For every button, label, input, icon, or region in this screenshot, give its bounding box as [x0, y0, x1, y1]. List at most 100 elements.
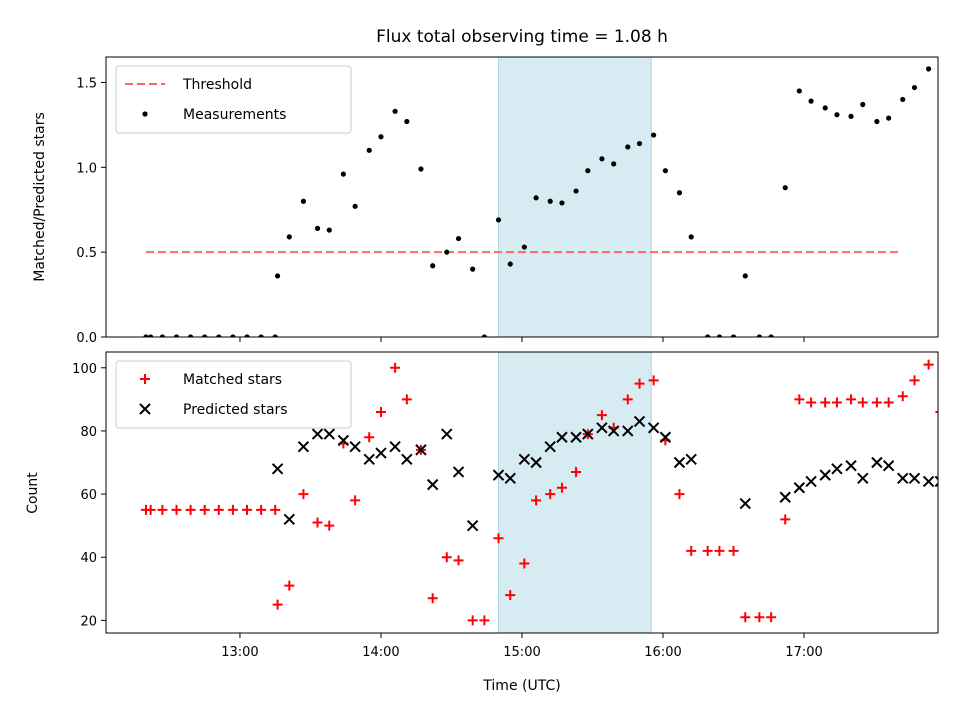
matched-stars-point	[831, 397, 842, 408]
predicted-stars-point	[297, 441, 310, 453]
measurements-point	[533, 195, 539, 201]
y-tick-label: 40	[80, 551, 97, 566]
matched-stars-point	[242, 504, 253, 515]
predicted-stars-point	[311, 428, 324, 440]
legend: Threshold Measurements	[115, 65, 352, 134]
predicted-stars-point	[518, 453, 531, 466]
matched-stars-point	[199, 504, 210, 515]
highlight-span	[497, 56, 652, 338]
matched-stars-point	[401, 394, 412, 405]
predicted-stars-point	[337, 434, 350, 447]
highlight-span	[497, 351, 652, 634]
legend-box	[115, 360, 352, 429]
matched-stars-point	[923, 359, 934, 370]
matched-stars-point	[493, 533, 504, 544]
matched-stars-point	[857, 397, 868, 408]
matched-stars-point	[427, 593, 438, 604]
matched-stars-point	[634, 378, 645, 389]
matched-stars-point	[702, 545, 713, 556]
predicted-stars-point	[908, 472, 921, 484]
measurements-point	[300, 198, 307, 204]
x-tick-label: 15:00	[503, 645, 540, 660]
predicted-stars-point	[544, 441, 556, 453]
matched-stars-point	[728, 545, 739, 556]
measurements-point	[495, 217, 502, 223]
predicted-stars-point	[857, 472, 869, 484]
measurements-point	[636, 140, 643, 147]
measurements-point	[848, 113, 854, 119]
measurements-point	[611, 161, 617, 167]
measurements-point	[768, 334, 774, 337]
matched-stars-point	[714, 545, 725, 556]
predicted-stars-point	[375, 447, 387, 459]
measurements-point	[418, 166, 424, 172]
top-y-axis-title: Matched/Predicted stars	[32, 112, 48, 282]
predicted-stars-point	[401, 453, 413, 466]
measurements-point	[392, 108, 398, 114]
legend-label: Threshold	[182, 77, 252, 93]
matched-stars-point	[556, 482, 567, 493]
x-tick-label: 16:00	[644, 645, 681, 660]
chart-title: Flux total observing time = 1.08 h	[376, 27, 668, 47]
matched-stars-point	[846, 394, 857, 405]
matched-stars-point	[227, 504, 238, 515]
measurements-point	[326, 227, 332, 233]
matched-stars-point	[780, 514, 791, 525]
matched-stars-point	[213, 504, 224, 515]
matched-stars-point	[157, 504, 168, 515]
measurements-point	[216, 334, 222, 337]
measurements-point	[188, 334, 194, 337]
matched-stars-point	[505, 590, 516, 601]
measurements-point	[143, 334, 149, 337]
x-axis-title: Time (UTC)	[482, 678, 560, 694]
measurements-point	[559, 200, 565, 206]
measurements-point	[900, 96, 906, 103]
y-tick-label: 60	[80, 488, 97, 503]
measurements-point	[874, 118, 880, 125]
legend-box	[115, 65, 352, 134]
matched-stars-point	[270, 504, 281, 515]
x-tick-label: 13:00	[221, 645, 258, 660]
measurements-point	[925, 66, 932, 72]
matched-stars-point	[754, 612, 765, 623]
predicted-stars-point	[607, 425, 620, 437]
legend-marker	[142, 111, 148, 117]
measurements-point	[272, 334, 278, 337]
measurements-point	[573, 188, 579, 194]
legend-marker	[139, 403, 151, 415]
measurements-point	[688, 234, 694, 240]
matched-stars-point	[531, 495, 542, 506]
measurements-point	[716, 334, 723, 337]
plot-area	[143, 66, 938, 337]
measurements-point	[782, 185, 788, 191]
y-tick-label: 80	[80, 425, 97, 440]
matched-stars-point	[897, 391, 908, 402]
measurements-point	[911, 84, 918, 91]
panel-ratio: 0.0 0.5 1.0 1.5 Threshold Measurements	[76, 56, 939, 346]
measurements-point	[366, 147, 372, 153]
measurements-point	[314, 225, 321, 231]
y-tick-label: 1.5	[76, 76, 97, 91]
matched-stars-point	[185, 504, 196, 515]
predicted-stars-point	[673, 456, 686, 469]
x-tick-label: 17:00	[785, 645, 822, 660]
matched-stars-point	[256, 504, 267, 515]
legend-label: Predicted stars	[183, 402, 288, 418]
predicted-stars-point	[570, 431, 582, 443]
predicted-stars-point	[882, 459, 895, 472]
predicted-stars-point	[389, 441, 401, 453]
matched-stars-point	[479, 615, 490, 626]
matched-stars-point	[350, 495, 361, 506]
predicted-stars-point	[323, 428, 335, 440]
measurements-point	[651, 132, 657, 138]
measurements-point	[352, 203, 358, 209]
y-tick-label: 20	[80, 614, 97, 629]
matched-stars-point	[324, 520, 335, 531]
predicted-stars-point	[647, 422, 660, 434]
legend-label: Matched stars	[183, 372, 282, 388]
measurements-point	[796, 88, 802, 94]
predicted-stars-point	[349, 441, 361, 453]
measurements-point	[625, 144, 631, 150]
predicted-stars-point	[739, 497, 751, 510]
